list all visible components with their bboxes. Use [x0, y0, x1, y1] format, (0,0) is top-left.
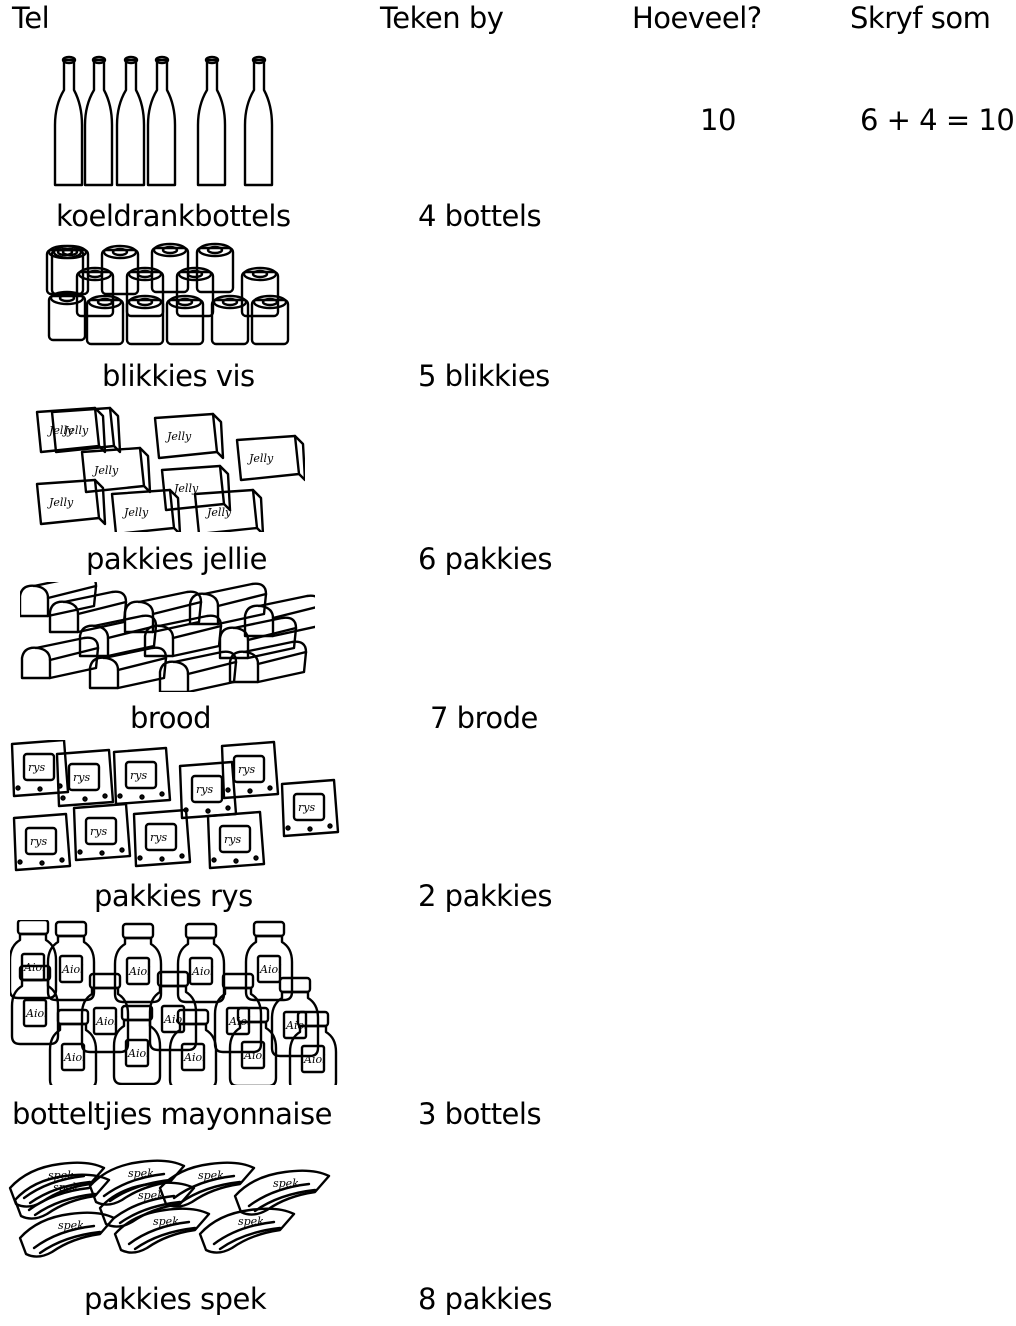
row-1-item: koeldrankbottels [56, 199, 291, 233]
row-2-item: blikkies vis [102, 359, 255, 393]
fish-tins-icon [45, 242, 295, 352]
header-how-many: Hoeveel? [632, 1, 762, 35]
jelly-packets-icon: Jelly [35, 402, 305, 532]
row-7-item: pakkies spek [84, 1282, 267, 1316]
header-draw: Teken by [380, 1, 504, 35]
header-count: Tel [12, 1, 50, 35]
row-5-item: pakkies rys [94, 879, 253, 913]
row-3-add: 6 pakkies [418, 542, 552, 576]
row-7-add: 8 pakkies [418, 1282, 552, 1316]
row-4-add: 7 brode [430, 701, 538, 735]
rice-packets-icon: rys [10, 740, 340, 875]
rice-label: rys [28, 761, 45, 774]
row-4-item: brood [130, 701, 212, 735]
mayonnaise-jars-icon: Aiol [10, 920, 340, 1085]
row-1-add: 4 bottels [418, 199, 542, 233]
header-write-sum: Skryf som [850, 1, 991, 35]
row-5-add: 2 pakkies [418, 879, 552, 913]
example-sum: 6 + 4 = 10 [860, 103, 1015, 137]
example-how-many: 10 [700, 103, 736, 137]
row-3-item: pakkies jellie [86, 542, 267, 576]
row-6-item: botteltjies mayonnaise [12, 1097, 332, 1131]
bottles-icon [50, 50, 285, 190]
bread-loaves-icon [20, 582, 315, 692]
row-2-add: 5 blikkies [418, 359, 550, 393]
bacon-packets-icon: spek [8, 1158, 338, 1273]
mayo-label: Aiol [23, 961, 46, 974]
row-6-add: 3 bottels [418, 1097, 542, 1131]
